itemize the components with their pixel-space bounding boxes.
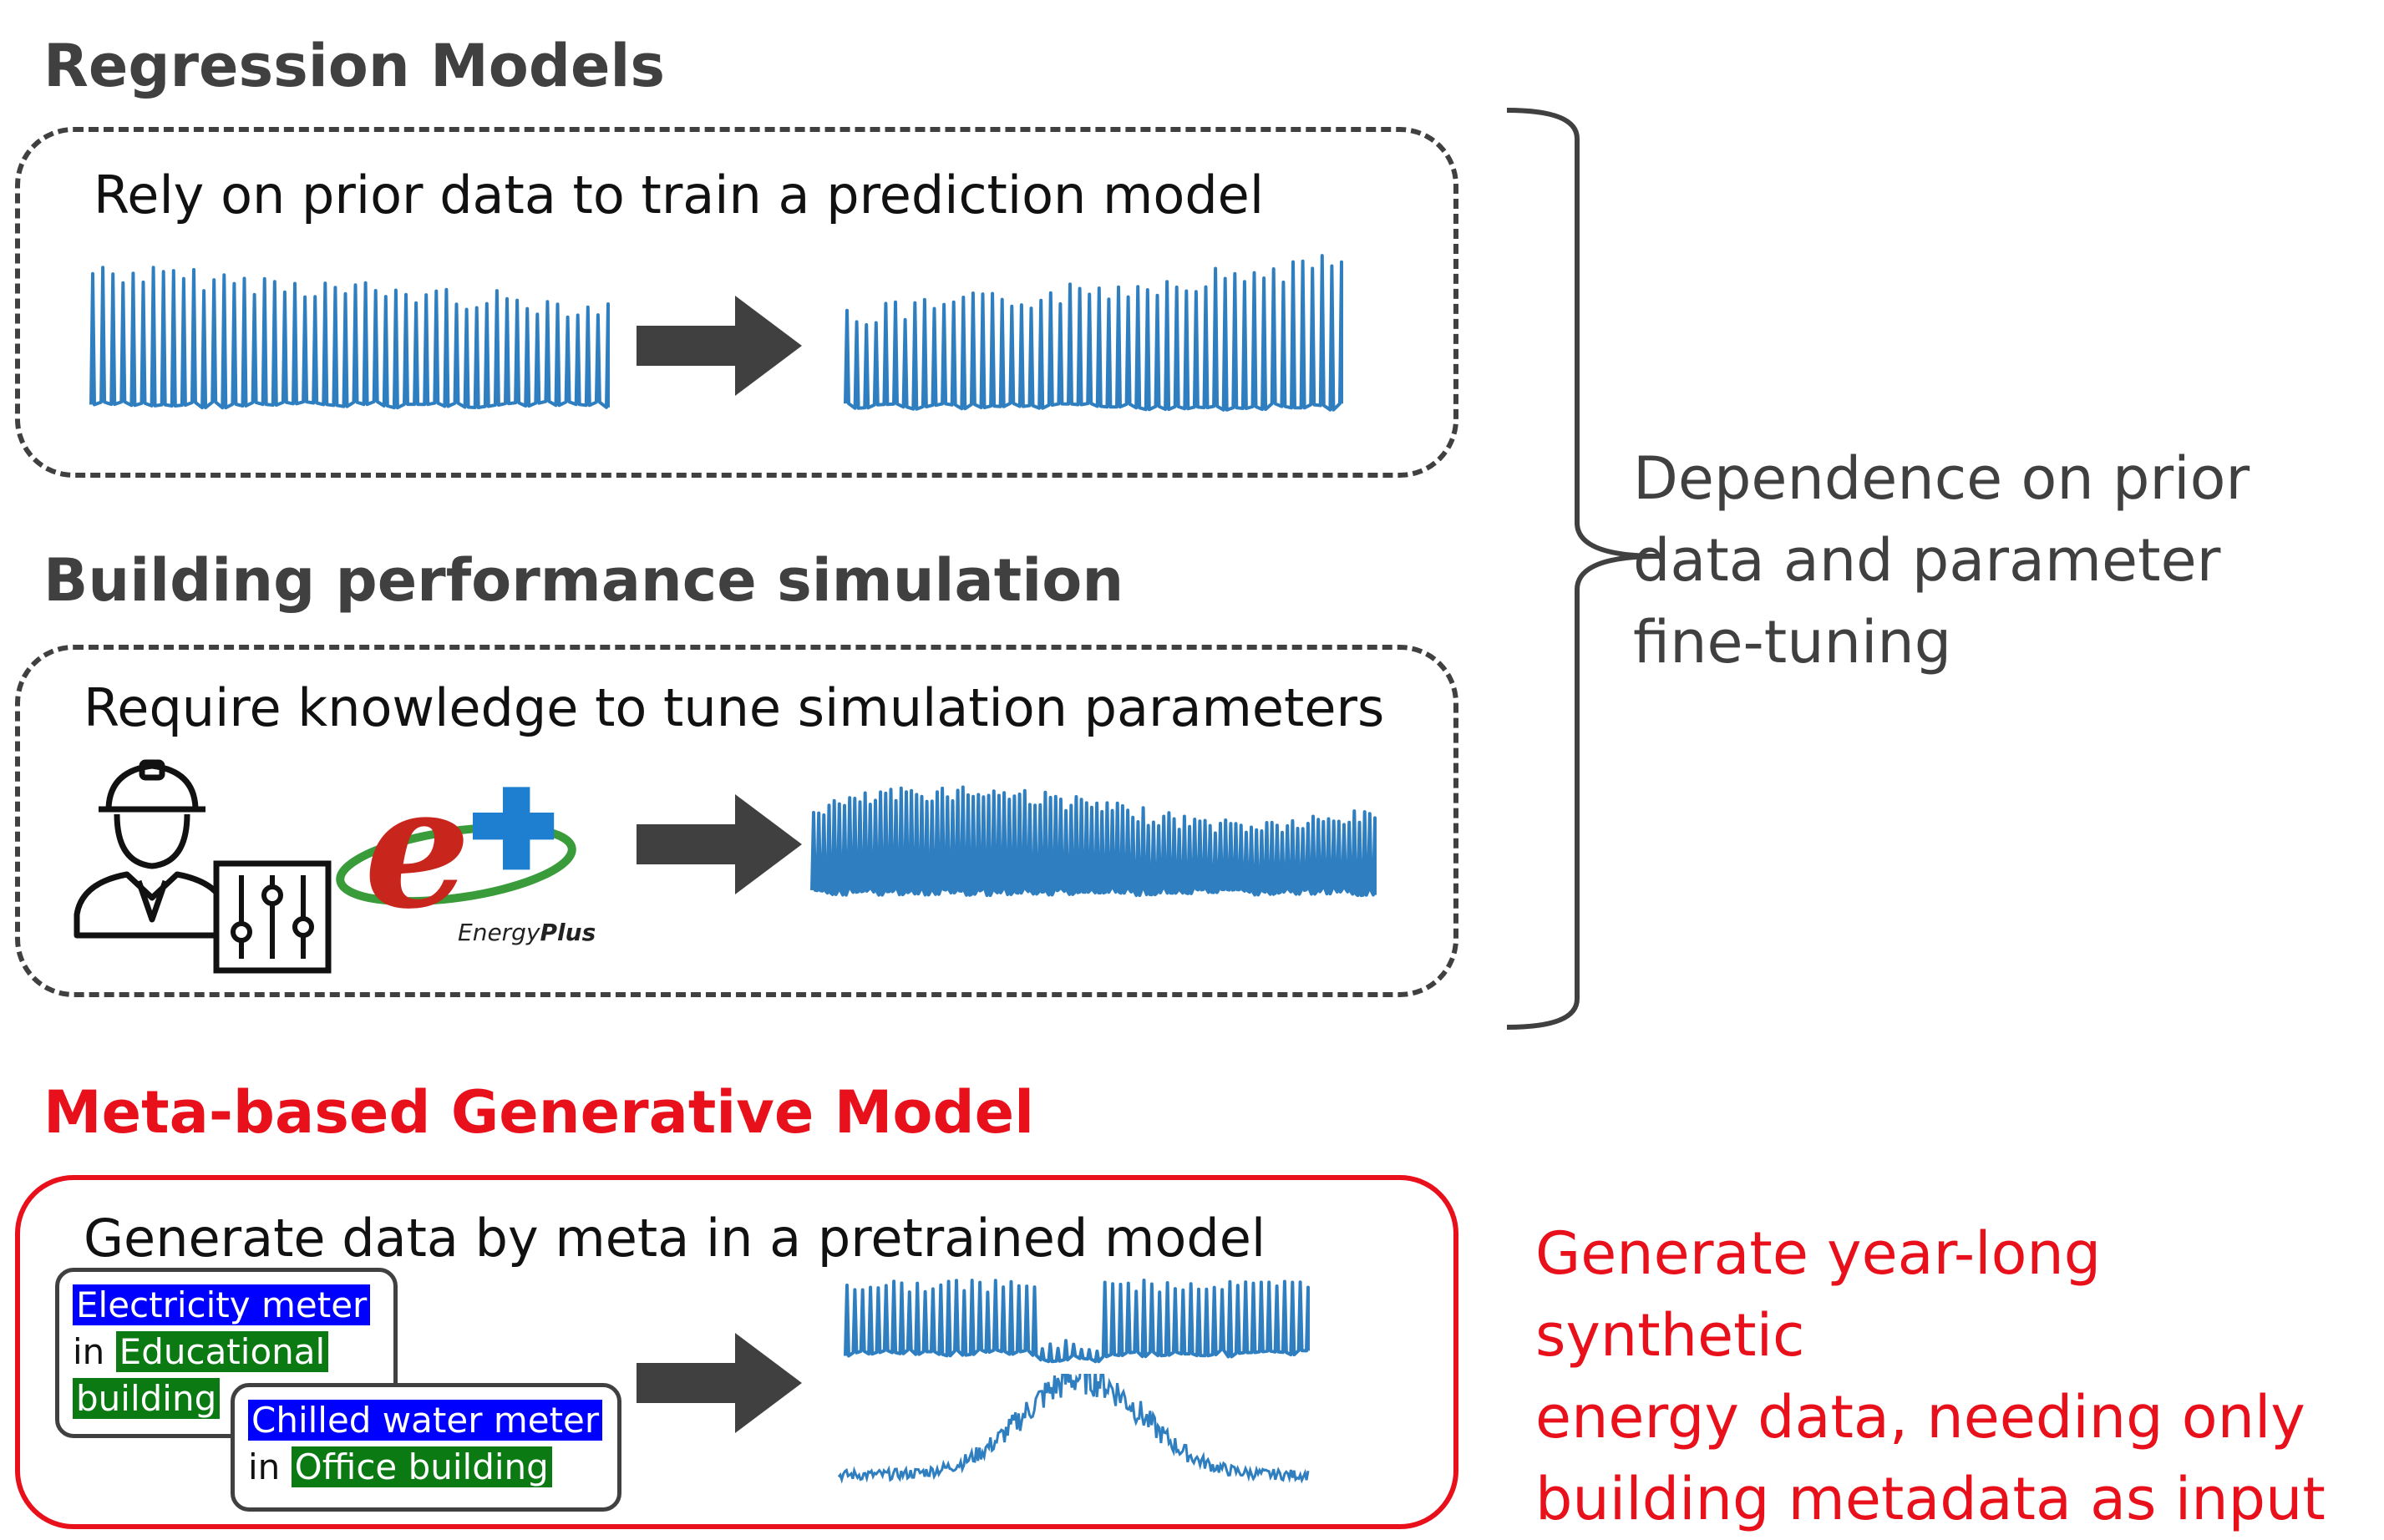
building-type-tag: building bbox=[73, 1378, 221, 1419]
preposition: in bbox=[248, 1446, 281, 1487]
preposition: in bbox=[73, 1331, 105, 1372]
simulation-title: Building performance simulation bbox=[43, 546, 1124, 615]
dependence-note: Dependence on prior data and parameter f… bbox=[1633, 438, 2301, 683]
sliders-icon bbox=[213, 860, 332, 974]
generative-title: Meta-based Generative Model bbox=[43, 1078, 1035, 1147]
dependence-note-line: fine-tuning bbox=[1633, 608, 1952, 676]
simulation-output-series bbox=[810, 785, 1377, 898]
dependence-note-line: Dependence on prior bbox=[1633, 444, 2250, 513]
regression-input-series bbox=[89, 266, 610, 410]
curly-brace-icon bbox=[1506, 108, 1660, 1030]
svg-text:e: e bbox=[364, 764, 470, 946]
engineer-icon bbox=[74, 759, 231, 939]
dependence-note-line: data and parameter bbox=[1633, 526, 2221, 595]
building-type-tag: Educational bbox=[115, 1331, 329, 1372]
arrow-right-icon bbox=[637, 1333, 802, 1433]
meter-type-tag: Electricity meter bbox=[73, 1284, 371, 1325]
building-type-tag: Office building bbox=[291, 1446, 552, 1487]
generated-electricity-series bbox=[844, 1279, 1310, 1364]
energyplus-logo: e bbox=[336, 764, 576, 946]
arrow-right-icon bbox=[637, 794, 802, 894]
regression-output-series bbox=[844, 254, 1343, 412]
regression-caption: Rely on prior data to train a prediction… bbox=[94, 165, 1265, 225]
generative-note-line: building metadata as input bbox=[1535, 1465, 2326, 1533]
generative-caption: Generate data by meta in a pretrained mo… bbox=[84, 1208, 1266, 1269]
meter-type-tag: Chilled water meter bbox=[248, 1400, 603, 1441]
generated-chilled-water-series bbox=[837, 1374, 1310, 1484]
simulation-caption: Require knowledge to tune simulation par… bbox=[84, 677, 1385, 738]
regression-title: Regression Models bbox=[43, 32, 666, 100]
regression-box bbox=[15, 127, 1458, 478]
metadata-card-electricity: Electricity meter in Educational buildin… bbox=[55, 1268, 398, 1438]
generative-note-line: energy data, needing only bbox=[1535, 1383, 2305, 1451]
energyplus-logo-label: EnergyPlus bbox=[458, 919, 596, 946]
simulation-box bbox=[15, 645, 1458, 997]
metadata-card-chilled-water: Chilled water meter in Office building bbox=[231, 1383, 621, 1512]
generative-note: Generate year-long synthetic energy data… bbox=[1535, 1213, 2362, 1540]
arrow-right-icon bbox=[637, 296, 802, 396]
generative-note-line: Generate year-long synthetic bbox=[1535, 1219, 2102, 1370]
